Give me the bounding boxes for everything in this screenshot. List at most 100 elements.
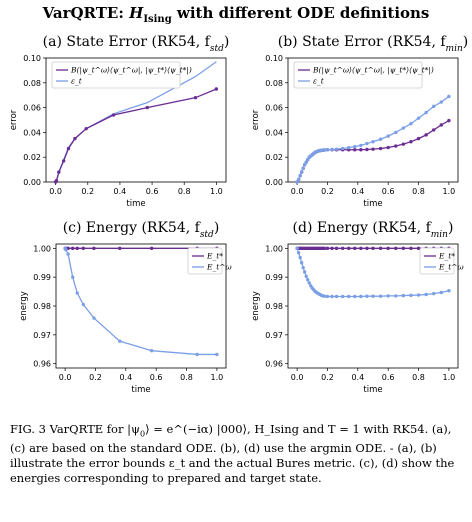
- data-point: [296, 177, 301, 182]
- data-point: [359, 294, 363, 299]
- data-point: [359, 143, 363, 148]
- data-point: [57, 170, 61, 174]
- data-point: [424, 110, 428, 115]
- data-point: [371, 294, 375, 298]
- y-tick-label: 0.10: [265, 54, 283, 63]
- x-axis-label: time: [131, 385, 150, 395]
- y-axis-label: energy: [19, 291, 29, 321]
- legend-entry: ε_t: [313, 77, 325, 86]
- data-point: [409, 122, 413, 126]
- x-tick-label: 0.6: [382, 187, 395, 196]
- figure-title-hamiltonian-sub: Ising: [143, 14, 172, 25]
- data-point: [365, 246, 369, 251]
- data-point: [66, 252, 70, 256]
- x-tick-label: 0.2: [321, 187, 334, 196]
- panel-title-sub: std: [200, 230, 214, 240]
- y-tick-label: 0.06: [265, 104, 283, 113]
- data-point: [365, 141, 369, 146]
- x-tick-label: 0.4: [119, 373, 132, 382]
- data-point: [75, 246, 79, 251]
- y-tick-label: 0.08: [23, 79, 41, 88]
- data-point: [299, 261, 304, 265]
- y-tick-label: 0.96: [33, 360, 51, 369]
- y-tick-label: 0.04: [265, 128, 283, 137]
- figure-caption: FIG. 3 VarQRTE for |ψ0⟩ = e^(−iα) |000⟩,…: [10, 422, 462, 486]
- data-point: [347, 294, 351, 299]
- panel-title-text: (c) Energy (RK54, f: [63, 220, 202, 236]
- x-tick-label: 0.4: [114, 187, 127, 196]
- x-tick-label: 0.6: [150, 373, 163, 382]
- data-point: [432, 291, 436, 296]
- data-point: [371, 140, 375, 144]
- panel-title-sub: min: [446, 44, 463, 54]
- data-point: [378, 146, 383, 151]
- caption-psi-sub: 0: [140, 429, 146, 439]
- data-point: [70, 275, 75, 279]
- figure-title: VarQRTE: HIsing with different ODE defin…: [0, 4, 472, 25]
- data-point: [401, 126, 406, 130]
- figure-title-hamiltonian: H: [129, 4, 144, 22]
- x-tick-label: 0.0: [59, 373, 72, 382]
- data-point: [386, 246, 390, 251]
- chart-panel-a: (a) State Error (RK54, fstd) 0.0 0.2 0.4 0.6…: [9, 34, 229, 209]
- x-axis-label: time: [363, 385, 382, 395]
- panel-title-sub: min: [431, 230, 448, 240]
- y-tick-label: 0.10: [23, 54, 41, 63]
- data-point: [353, 246, 357, 251]
- axes-frame: [45, 57, 227, 183]
- data-point: [340, 146, 345, 151]
- data-point: [432, 104, 436, 109]
- data-point: [301, 265, 305, 270]
- data-point: [325, 148, 330, 152]
- legend-entry: E_t^ω: [438, 263, 464, 272]
- data-point: [306, 157, 310, 162]
- data-point: [64, 248, 68, 252]
- data-point: [424, 292, 428, 297]
- data-point: [394, 144, 398, 148]
- panel-title: (a) State Error (RK54, fstd): [43, 34, 230, 54]
- data-point: [439, 100, 444, 104]
- data-point: [340, 294, 345, 299]
- data-point: [365, 147, 369, 152]
- data-point: [84, 126, 88, 131]
- y-tick-label: 0.02: [265, 153, 283, 162]
- data-point: [378, 246, 383, 251]
- data-point: [359, 246, 363, 251]
- data-point: [394, 294, 398, 298]
- data-point: [302, 270, 307, 274]
- data-point: [386, 145, 390, 150]
- data-point: [353, 144, 357, 149]
- y-tick-label: 1.00: [33, 244, 51, 253]
- data-point: [92, 246, 96, 251]
- data-point: [111, 113, 116, 117]
- x-tick-label: 0.6: [146, 187, 159, 196]
- data-point: [322, 246, 327, 251]
- x-tick-label: 1.0: [211, 373, 224, 382]
- data-point: [298, 255, 302, 260]
- x-axis-label: time: [126, 199, 145, 209]
- series-line: [296, 95, 450, 183]
- legend: E_t* E_t^ω: [187, 247, 232, 275]
- legend-entry: B(|ψ_t^ω⟩⟨ψ_t^ω|, |ψ_t*⟩⟨ψ_t*|): [70, 66, 192, 75]
- data-point: [439, 123, 444, 127]
- panel-title-close: ): [214, 220, 219, 236]
- panel-title: (d) Energy (RK54, fmin): [293, 220, 454, 240]
- y-tick-label: 0.06: [23, 104, 41, 113]
- y-tick-label: 0.04: [23, 128, 41, 137]
- legend: E_t* E_t^ω: [419, 247, 464, 275]
- data-point: [394, 246, 398, 251]
- data-point: [118, 339, 122, 343]
- axes-frame: [287, 57, 459, 183]
- data-point: [334, 246, 339, 251]
- data-point: [61, 159, 66, 163]
- data-point: [92, 316, 96, 320]
- x-tick-label: 0.8: [180, 373, 193, 382]
- data-point: [325, 246, 330, 251]
- caption-text: FIG. 3 VarQRTE for |ψ0⟩ = e^(−iα) |000⟩,…: [10, 422, 462, 486]
- data-point: [73, 136, 77, 141]
- legend-box: [293, 61, 423, 89]
- data-point: [365, 294, 369, 298]
- data-point: [330, 294, 334, 299]
- panel-title: (c) Energy (RK54, fstd): [63, 220, 220, 240]
- data-point: [353, 148, 357, 152]
